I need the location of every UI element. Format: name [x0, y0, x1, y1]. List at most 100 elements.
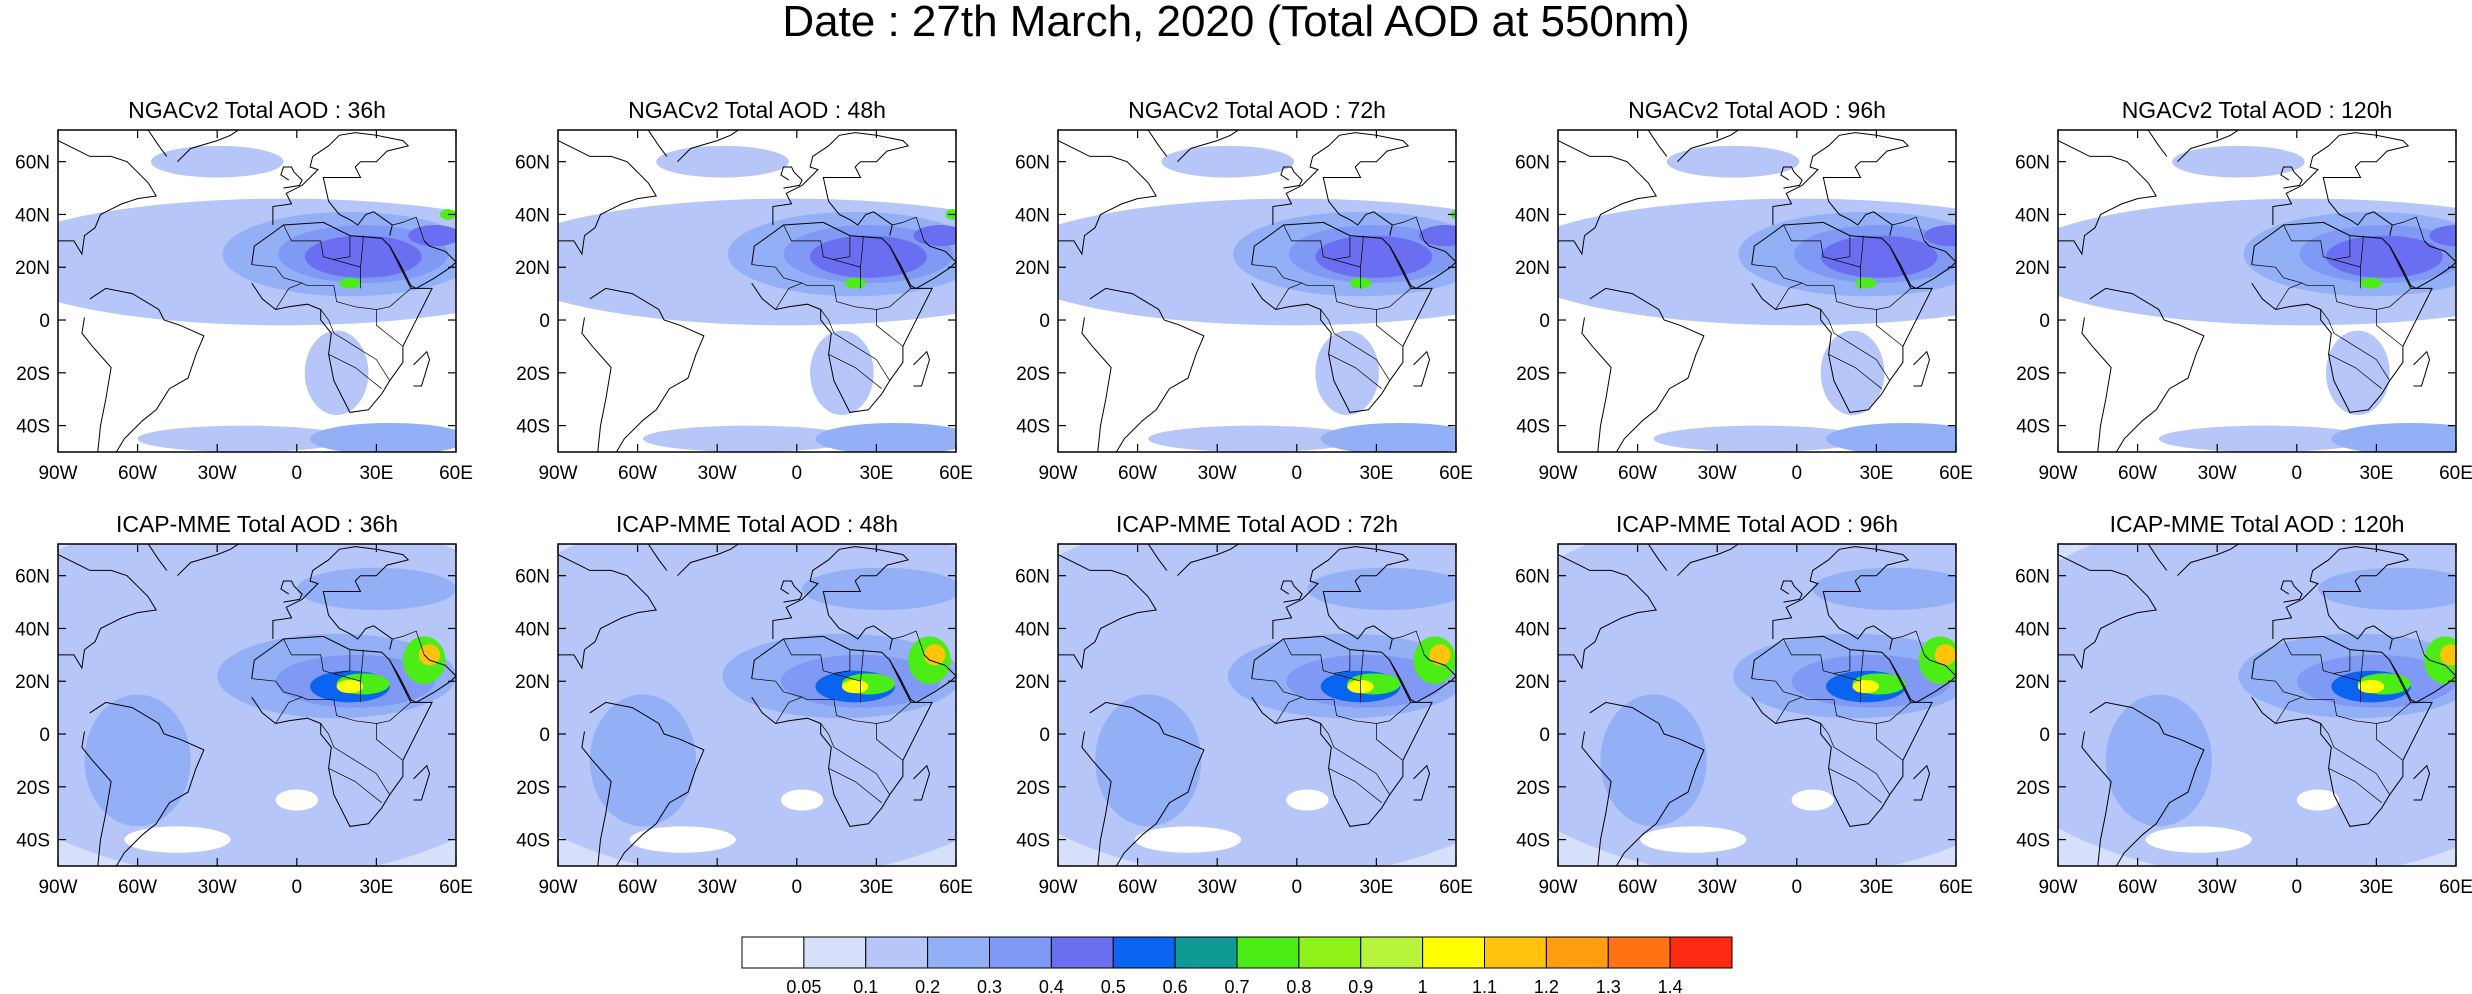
country-border: [876, 723, 904, 761]
aod-contour-region: [339, 277, 361, 289]
lon-tick-label: 60W: [1618, 463, 1657, 484]
colorbar-label: 1.1: [1472, 977, 1497, 994]
country-border: [2333, 285, 2412, 310]
aod-contour-region: [810, 235, 927, 278]
map-frame: [57, 129, 457, 453]
aod-contour-region: [802, 567, 956, 610]
aod-contour-region: [2105, 694, 2212, 827]
country-border: [1876, 723, 1904, 761]
coastline: [251, 221, 433, 413]
lat-tick-label: 20S: [1516, 778, 1550, 799]
aod-contour-region: [310, 422, 456, 452]
lat-tick-label: 0: [1039, 725, 1050, 746]
panel-title: ICAP-MME Total AOD : 72h: [1116, 511, 1398, 537]
country-border: [1860, 235, 1864, 268]
lon-tick-label: 30W: [198, 463, 237, 484]
country-border: [820, 309, 890, 381]
lat-tick-label: 60N: [1015, 567, 1050, 588]
country-border: [2360, 235, 2364, 268]
coastline: [889, 654, 956, 703]
lat-tick-label: 20N: [2015, 258, 2050, 279]
coastline: [1389, 240, 1456, 289]
lon-tick-label: 90W: [538, 463, 577, 484]
country-border: [1392, 630, 1425, 656]
lon-tick-label: 30W: [698, 877, 737, 898]
coastline: [2389, 240, 2456, 289]
lat-tick-label: 60N: [1515, 153, 1550, 174]
coastline: [647, 130, 740, 163]
lon-tick-label: 30E: [2359, 877, 2393, 898]
lon-tick-label: 90W: [1538, 463, 1577, 484]
country-border: [2275, 282, 2303, 310]
aod-contour-region: [1924, 225, 1956, 247]
country-border: [751, 264, 834, 287]
country-border: [783, 224, 861, 289]
lat-tick-label: 20S: [16, 778, 50, 799]
coastline: [1751, 221, 1933, 413]
aod-contour-region: [913, 225, 956, 247]
country-border: [2360, 649, 2364, 682]
coastline: [1558, 554, 1658, 670]
coastline: [913, 350, 931, 387]
lon-tick-label: 60W: [118, 877, 157, 898]
coastline: [1280, 166, 1303, 189]
map-frame: [557, 129, 957, 453]
lon-tick-label: 90W: [2038, 877, 2077, 898]
aod-contour-region: [1791, 789, 1834, 811]
aod-contour-region: [841, 679, 869, 694]
country-border: [1892, 630, 1925, 656]
country-border: [1283, 224, 1361, 289]
lat-tick-label: 0: [1539, 311, 1550, 332]
colorbar-swatch: [741, 936, 805, 969]
lon-tick-label: 0: [2292, 877, 2303, 898]
coastline: [1272, 132, 1410, 236]
lon-tick-label: 0: [292, 877, 303, 898]
lon-tick-label: 30E: [859, 463, 893, 484]
colorbar-label: 0.7: [1224, 977, 1249, 994]
country-border: [1275, 696, 1303, 724]
coastline: [647, 544, 740, 577]
lon-tick-label: 30E: [2359, 463, 2393, 484]
lon-tick-label: 60W: [1118, 877, 1157, 898]
coastline: [1147, 544, 1240, 577]
aod-contour-region: [1934, 644, 1956, 666]
aod-contour-region: [336, 679, 364, 694]
aod-contour-region: [2461, 209, 2472, 220]
country-border: [2392, 630, 2425, 656]
country-border: [860, 649, 864, 682]
lat-tick-label: 40N: [515, 619, 550, 640]
coastline: [413, 350, 431, 387]
country-border: [1860, 649, 1864, 682]
colorbar-swatch: [803, 936, 867, 969]
coastline: [1147, 130, 1240, 163]
lat-tick-label: 60N: [1515, 567, 1550, 588]
lat-tick-label: 0: [2039, 725, 2050, 746]
country-border: [833, 699, 912, 724]
lon-tick-label: 60E: [2439, 463, 2472, 484]
aod-contour-region: [2318, 567, 2456, 610]
aod-contour-region: [1855, 277, 1877, 289]
country-border: [783, 638, 861, 703]
country-border: [376, 309, 404, 347]
coastline: [2147, 130, 2240, 163]
lat-tick-label: 60N: [15, 567, 50, 588]
lat-tick-label: 40S: [2016, 417, 2050, 438]
country-border: [283, 638, 361, 703]
country-border: [2328, 767, 2382, 803]
lon-tick-label: 60E: [939, 463, 973, 484]
country-border: [833, 649, 851, 674]
lon-tick-label: 90W: [38, 463, 77, 484]
lat-tick-label: 20S: [2016, 364, 2050, 385]
country-border: [1833, 649, 1851, 674]
aod-contour-region: [1820, 330, 1885, 416]
lon-tick-label: 90W: [1538, 877, 1577, 898]
lat-tick-label: 20N: [1015, 672, 1050, 693]
country-border: [1775, 282, 1803, 310]
coastline: [1780, 580, 1803, 603]
country-border: [2376, 723, 2404, 761]
lon-tick-label: 30W: [698, 463, 737, 484]
country-border: [1360, 649, 1364, 682]
lat-tick-label: 20S: [2016, 778, 2050, 799]
coastline: [2251, 221, 2433, 413]
panel-title: ICAP-MME Total AOD : 96h: [1616, 511, 1898, 537]
